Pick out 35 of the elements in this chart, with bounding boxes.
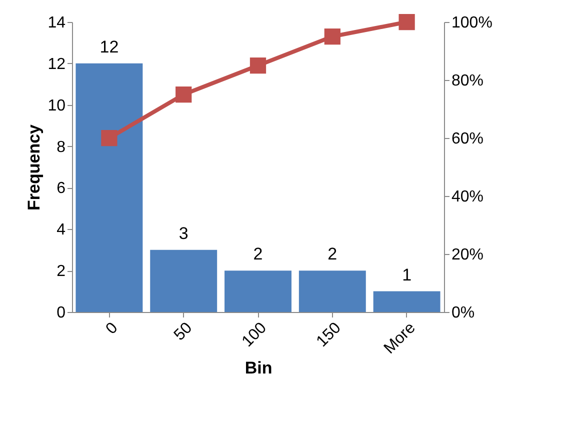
- y2-tick-label: 0%: [452, 304, 475, 322]
- point: [101, 130, 118, 146]
- x-tick-label: 50: [171, 319, 196, 344]
- bar: [298, 270, 366, 312]
- point: [250, 57, 266, 74]
- y-tick-label: 8: [56, 138, 66, 156]
- y-tick-label: 12: [48, 56, 66, 73]
- x-tick-label: 0: [102, 319, 122, 338]
- data-label: 3: [178, 224, 188, 243]
- y2-tick-label: 100%: [452, 14, 492, 32]
- y-tick-label: 2: [56, 263, 66, 280]
- x-tick-label: 100: [239, 319, 270, 350]
- point: [324, 28, 340, 45]
- y2-tick-label: 40%: [452, 188, 484, 206]
- y-tick-label: 4: [56, 222, 66, 239]
- x-tick-label: 150: [314, 319, 344, 350]
- data-label: 2: [328, 244, 338, 264]
- y-tick-label: 0: [56, 304, 66, 322]
- y-axis-title: Frequency: [24, 124, 44, 210]
- data-label: 12: [100, 37, 119, 56]
- y2-tick-label: 20%: [452, 246, 484, 264]
- y2-tick-label: 60%: [452, 130, 484, 148]
- y-tick-label: 14: [48, 14, 66, 32]
- x-axis-title: Bin: [244, 358, 272, 378]
- y-tick-label: 6: [56, 180, 66, 198]
- bar: [224, 270, 292, 312]
- y-tick-label: 10: [48, 97, 66, 114]
- point: [176, 86, 192, 103]
- bar: [373, 291, 440, 312]
- bar: [150, 250, 218, 312]
- bar: [76, 63, 143, 312]
- point: [398, 14, 415, 30]
- data-label: 2: [253, 244, 263, 264]
- data-label: 1: [402, 265, 412, 284]
- y2-tick-label: 80%: [452, 72, 484, 90]
